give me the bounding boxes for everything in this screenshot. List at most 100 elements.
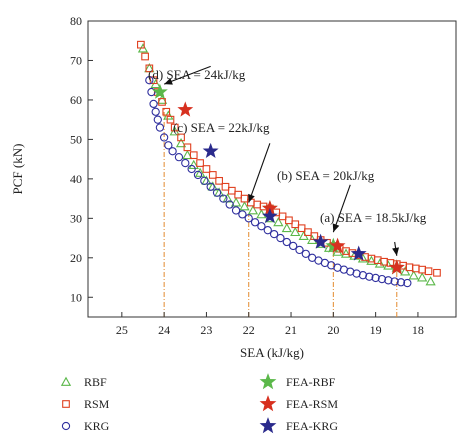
y-tick-label: 50: [70, 132, 82, 146]
annotation-label: (a) SEA = 18.5kJ/kg: [320, 210, 427, 225]
krg-point: [174, 153, 184, 162]
krg-point: [403, 278, 412, 288]
rsm-point: [202, 165, 211, 173]
rbf-point: [425, 276, 436, 286]
rsm-point: [297, 224, 306, 233]
krg-point: [219, 194, 228, 203]
x-tick-label: 18: [412, 323, 424, 337]
rsm-point: [278, 212, 287, 221]
annotation-arrow-head: [164, 78, 173, 85]
annotation-arrow-shaft: [332, 184, 351, 233]
y-tick-label: 40: [70, 172, 82, 186]
krg-point: [250, 218, 260, 227]
annotation-label: (d) SEA = 24kJ/kg: [148, 67, 246, 82]
rsm-point: [221, 182, 230, 191]
fea-krg-point: [312, 233, 329, 249]
annotation-arrow-head: [392, 247, 400, 256]
x-tick-label: 20: [327, 323, 339, 337]
rsm-point: [424, 267, 433, 276]
krg-point: [238, 210, 247, 219]
rbf-point: [156, 94, 168, 104]
legend-fea-krg-symbol: [259, 417, 277, 434]
krg-point: [231, 206, 241, 215]
x-tick-label: 24: [158, 323, 170, 337]
ticks: 25 24 23 22 21 20 19 18 10 20 30 40 50 60 70 80: [70, 14, 424, 337]
rsm-point: [196, 159, 204, 167]
rsm-point: [291, 220, 300, 229]
fea-krg-point: [202, 142, 219, 158]
krg-point: [181, 158, 190, 168]
krg-point: [212, 188, 222, 197]
krg-point: [371, 273, 380, 283]
x-axis-label: SEA (kJ/kg): [240, 345, 304, 360]
rbf-point: [340, 248, 352, 258]
rsm-point: [285, 216, 293, 225]
legend-fea-krg-label: FEA-KRG: [286, 419, 338, 433]
krg-point: [164, 141, 173, 150]
rbf-point: [281, 222, 292, 233]
rbf-point: [273, 216, 284, 227]
y-tick-label: 80: [70, 14, 82, 28]
fea-rbf-point: [151, 83, 168, 99]
krg-point: [365, 272, 374, 281]
krg-point: [269, 229, 279, 239]
krg-point: [151, 107, 160, 116]
annotation-arrow-head: [248, 193, 255, 203]
rbf-point: [182, 149, 193, 160]
rsm-point: [433, 268, 441, 277]
krg-point: [384, 276, 393, 285]
fea-krg-point: [261, 208, 278, 224]
rbf-point: [230, 197, 242, 207]
krg-point: [295, 245, 304, 255]
rsm-point: [137, 40, 145, 49]
y-tick-label: 10: [70, 290, 82, 304]
krg-point: [155, 123, 165, 132]
y-tick-label: 60: [70, 93, 82, 107]
legend-rsm-label: RSM: [84, 397, 110, 411]
axes-frame: [87, 20, 457, 318]
legend-fea-rbf-label: FEA-RBF: [286, 375, 336, 389]
krg-point: [159, 133, 169, 142]
krg-point: [200, 176, 209, 185]
fea-rsm-point: [329, 237, 346, 253]
rsm-point: [234, 190, 243, 199]
krg-point: [206, 182, 215, 191]
rsm-point: [208, 171, 217, 179]
rbf-point: [247, 205, 259, 215]
annotation-label: (c) SEA = 22kJ/kg: [173, 120, 270, 135]
krg-point: [301, 249, 310, 259]
annotations: (d) SEA = 24kJ/kg (c) SEA = 22kJ/kg (b) SE…: [148, 65, 427, 256]
krg-point: [147, 87, 156, 97]
rsm-point: [253, 200, 262, 209]
reference-lines: [163, 107, 398, 317]
legend-krg-label: KRG: [84, 419, 110, 433]
plot-area: [87, 20, 457, 318]
krg-point: [358, 271, 368, 280]
rsm-point: [166, 115, 175, 124]
legend-rbf-symbol: [60, 376, 72, 386]
annotation-arrow-head: [332, 223, 340, 233]
rsm-point: [158, 98, 166, 106]
rbf-point: [175, 138, 187, 148]
legend-rsm-symbol: [62, 400, 70, 408]
krg-point: [276, 233, 285, 243]
krg-point: [145, 76, 154, 85]
rbf-point: [290, 226, 301, 237]
legend-fea-rsm-symbol: [259, 395, 277, 412]
legend-rbf-label: RBF: [84, 375, 107, 389]
legend-fea-rbf-symbol: [259, 373, 277, 390]
krg-point: [390, 277, 399, 286]
rsm-point: [189, 151, 198, 160]
krg-point: [193, 170, 203, 180]
rsm-point: [418, 265, 427, 274]
rbf-point: [417, 272, 428, 282]
krg-point: [288, 241, 298, 251]
rsm-point: [304, 228, 312, 236]
krg-point: [352, 269, 361, 278]
krg-point: [149, 99, 158, 109]
rsm-point: [177, 133, 185, 142]
rsm-point: [227, 186, 236, 195]
rbf-point: [239, 201, 250, 211]
krg-point: [153, 115, 162, 124]
y-tick-label: 70: [70, 53, 82, 67]
